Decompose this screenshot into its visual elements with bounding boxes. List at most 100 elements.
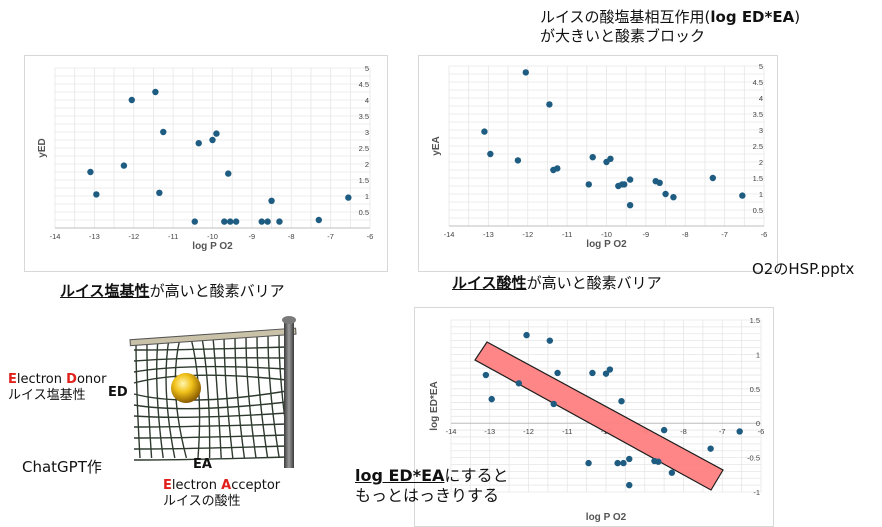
- trend-band: [474, 341, 724, 491]
- y-tick-label: 1: [756, 350, 760, 359]
- data-point: [660, 426, 668, 434]
- net-line-horizontal: [133, 434, 288, 439]
- data-point: [626, 176, 634, 183]
- chart-yea: -14 -13 -12 -11 -10 -9 -8 -7 -6 5 4.5 4 3.5 3 2.5 2 1.5 1…: [418, 55, 778, 272]
- x-tick-label: -12: [128, 232, 139, 241]
- net-line-vertical: [135, 339, 141, 459]
- y-axis-label: log ED*EA: [429, 381, 440, 430]
- data-point: [514, 157, 522, 164]
- donor-block: Electron Donor ルイス塩基性: [8, 372, 106, 404]
- data-point: [707, 445, 714, 452]
- caption-right-keyword: ルイス酸性: [452, 274, 527, 292]
- data-point: [482, 371, 490, 379]
- x-tick-label: -8: [682, 230, 689, 239]
- net-line-horizontal: [133, 390, 288, 401]
- data-point: [213, 130, 220, 137]
- data-point: [488, 395, 495, 403]
- data-point: [345, 194, 352, 201]
- y-tick-label: 2: [759, 158, 763, 167]
- x-tick-label: -7: [327, 232, 334, 241]
- data-point: [618, 397, 625, 405]
- data-point: [546, 337, 554, 344]
- net-line-vertical: [146, 339, 153, 459]
- y-tick-label: 1.5: [750, 316, 760, 325]
- donor-japanese: ルイス塩基性: [8, 388, 86, 403]
- title-line-2: が大きいと酸素ブロック: [540, 27, 706, 45]
- title-line-1: ルイスの酸塩基相互作用(log ED*EA): [540, 8, 801, 26]
- data-point: [655, 458, 662, 465]
- y-tick-label: 0: [756, 419, 760, 428]
- y-tick-label: 4.5: [753, 78, 763, 87]
- x-tick-label: -9: [643, 230, 650, 239]
- data-point: [268, 197, 275, 204]
- net-line-vertical: [165, 338, 176, 459]
- net-line-horizontal: [133, 445, 288, 450]
- data-point: [315, 216, 323, 224]
- illustration-net: [122, 310, 302, 470]
- y-tick-label: 3.5: [753, 110, 763, 119]
- data-point: [191, 218, 198, 225]
- bottom-note-line-2: もっとはっきりする: [355, 486, 500, 505]
- net-top-bar: [129, 327, 297, 347]
- y-tick-label: 4: [759, 94, 763, 103]
- data-point: [709, 174, 717, 182]
- net-line-horizontal: [133, 456, 288, 461]
- data-point: [160, 128, 167, 136]
- y-tick-label: 3: [759, 126, 763, 135]
- chart-log-edea: -14-13-12-11-10-9-8-7-61.510.50-0.5-1log…: [414, 307, 774, 527]
- chart-yea-svg: -14 -13 -12 -11 -10 -9 -8 -7 -6 5 4.5 4 3.5 3 2.5 2 1.5 1…: [431, 62, 768, 250]
- x-tick-label: -6: [761, 230, 768, 239]
- chatgpt-label: ChatGPT作: [22, 458, 102, 476]
- x-tick-label: -8: [288, 232, 295, 241]
- grid: [54, 67, 371, 229]
- data-point: [546, 101, 553, 108]
- data-point: [487, 150, 494, 158]
- net-line-horizontal: [133, 412, 288, 418]
- y-axis-label: yED: [37, 138, 48, 157]
- x-tick-label: -8: [680, 427, 687, 436]
- data-point: [264, 218, 271, 225]
- x-tick-label: -14: [50, 232, 61, 241]
- x-tick-label: -13: [89, 232, 100, 241]
- bottom-note-line-1: log ED*EAにすると: [355, 466, 509, 485]
- caption-right: ルイス酸性が高いと酸素バリア: [452, 274, 662, 292]
- data-point: [152, 88, 159, 96]
- y-tick-label: 0.5: [753, 206, 763, 215]
- x-tick-label: -12: [522, 230, 533, 239]
- data-point: [554, 165, 561, 172]
- data-point: [662, 190, 669, 198]
- y-tick-label: 5: [759, 62, 763, 71]
- data-point: [128, 96, 135, 104]
- x-tick-label: -6: [758, 427, 765, 436]
- data-point: [626, 481, 633, 489]
- y-tick-label: 4.5: [359, 80, 369, 89]
- x-tick-label: -12: [523, 427, 534, 436]
- data-point: [523, 331, 530, 339]
- x-tick-label: -11: [562, 230, 572, 239]
- y-tick-label: 2.5: [359, 144, 369, 153]
- net-line-horizontal: [133, 401, 288, 410]
- x-tick-label: -13: [483, 230, 494, 239]
- acceptor-block: Electron Acceptor ルイスの酸性: [163, 478, 280, 510]
- data-point: [620, 459, 627, 467]
- label-ea: EA: [193, 457, 212, 472]
- x-tick-label: -7: [719, 427, 726, 436]
- x-tick-label: -7: [721, 230, 728, 239]
- grid: [448, 65, 765, 227]
- x-tick-label: -6: [367, 232, 374, 241]
- data-point: [276, 218, 283, 225]
- goal-post: [284, 318, 294, 468]
- data-point: [626, 202, 634, 209]
- data-point: [232, 218, 240, 225]
- chart-yed: -14 -13 -12 -11 -10 -9 -8 -7 -6 5 4.5 4 3.5 3 2.5 2 1.5 1…: [24, 55, 388, 272]
- data-point: [120, 162, 128, 169]
- y-tick-label: -1: [753, 488, 760, 497]
- y-tick-label: 1.5: [753, 174, 763, 183]
- y-tick-label: 0.5: [359, 208, 369, 217]
- x-tick-label: -11: [168, 232, 178, 241]
- net-line-vertical: [223, 336, 234, 459]
- data-point: [626, 455, 633, 463]
- ball: [171, 373, 201, 403]
- y-axis-label: yEA: [431, 136, 442, 155]
- net-line-vertical: [212, 337, 222, 459]
